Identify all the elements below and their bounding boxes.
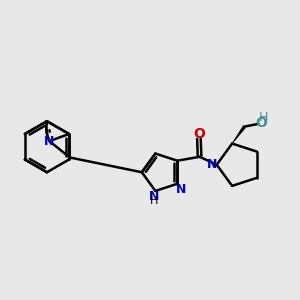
Text: O: O — [256, 116, 268, 130]
Text: O: O — [193, 127, 205, 141]
Text: H: H — [259, 111, 268, 124]
Text: N: N — [176, 182, 186, 196]
Polygon shape — [232, 126, 246, 144]
Text: H: H — [150, 196, 158, 206]
Text: N: N — [44, 135, 55, 148]
Text: N: N — [207, 158, 217, 171]
Text: N: N — [148, 190, 159, 203]
